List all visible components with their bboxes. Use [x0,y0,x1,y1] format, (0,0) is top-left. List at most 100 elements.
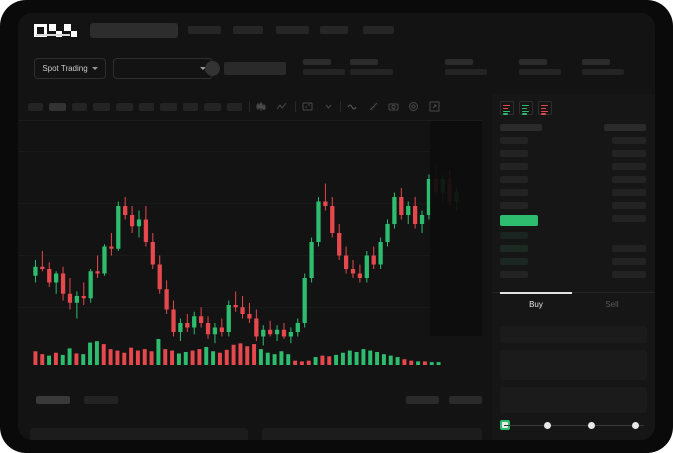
orderbook-size-row [612,245,646,252]
orderbook-panel: Buy Sell [492,94,655,440]
orders-action-2[interactable] [449,396,482,404]
line-chart-icon[interactable] [276,101,287,112]
price-chart[interactable] [18,121,482,391]
candlestick-chart-icon[interactable] [256,101,267,112]
orderbook-size-row [612,215,646,222]
orderbook-size-row [612,271,646,278]
orderbook-mode-asks-icon[interactable] [538,101,552,115]
orderbook-ask-row[interactable] [500,137,528,144]
indicators-icon[interactable] [302,101,313,112]
toolbar-divider-2 [295,101,296,112]
interval-chip-10[interactable] [227,103,242,111]
stepper-dot-1[interactable] [544,421,551,429]
tab-buy-label: Buy [529,300,543,309]
orders-tab-1[interactable] [36,396,70,404]
market-mode-label: Spot Trading [42,64,88,73]
orderbook-mode-both-icon[interactable] [500,101,514,115]
toolbar-divider-3 [340,101,341,112]
instrument-header: Spot Trading [18,47,655,94]
chart-gridline [18,255,482,256]
ruler-draw-icon[interactable] [368,101,379,112]
pair-coin-avatar [205,61,220,76]
orderbook-ask-row[interactable] [500,150,528,157]
chart-gridline [18,151,482,152]
interval-chip-7[interactable] [160,103,177,111]
orderbook-bid-row[interactable] [500,245,528,252]
orders-panel-right[interactable] [262,428,482,440]
orderbook-header-right [604,124,646,131]
ticker-stat-1 [303,59,345,75]
stepper-dot-2[interactable] [588,421,595,429]
orderbook-mode-bids-icon[interactable] [519,101,533,115]
ticker-stat-5 [582,59,624,75]
orderbook-bid-row[interactable] [500,258,528,265]
chart-gridline [18,307,482,308]
okx-logo[interactable] [34,24,80,37]
orderbook-size-row [612,258,646,265]
orders-panel-left[interactable] [30,428,248,440]
orders-tab-2[interactable] [84,396,118,404]
orders-tabbar [18,391,482,416]
orders-tab-active-underline [36,34,70,36]
orderbook-ask-row[interactable] [500,189,528,196]
order-field-total[interactable] [500,387,647,413]
volume-histogram [33,339,441,365]
chart-toolbar [18,94,482,121]
logo-x-glyph [64,24,77,37]
logo-k-glyph [49,24,62,37]
chevron-down-icon [200,67,206,70]
chart-right-overlay [430,121,482,336]
settings-target-icon[interactable] [408,101,419,112]
orderbook-ask-row[interactable] [500,176,528,183]
interval-chip-6[interactable] [139,103,154,111]
orderbook-ask-row[interactable] [500,163,528,170]
nav-item-2[interactable] [233,26,263,34]
wave-chart-icon[interactable] [347,101,358,112]
orderbook-size-row [612,202,646,209]
nav-item-4[interactable] [320,26,348,34]
pair-name-placeholder [224,62,286,75]
tab-sell[interactable]: Sell [576,300,648,309]
interval-chip-4[interactable] [93,103,110,111]
orderbook-size-row [612,189,646,196]
orderbook-spread-highlight[interactable] [500,215,538,226]
interval-chip-5[interactable] [116,103,133,111]
nav-item-5[interactable] [363,26,394,34]
candlestick-series [33,165,459,346]
trade-side-active-underline [500,292,572,294]
toolbar-divider-1 [249,101,250,112]
orderbook-bid-row[interactable] [500,232,528,239]
chevron-down-icon[interactable] [323,101,334,112]
chart-gridline [18,203,482,204]
interval-chip-8[interactable] [183,103,198,111]
logo-o-glyph [34,24,47,37]
ticker-stat-3 [445,59,487,75]
order-field-price[interactable] [500,326,647,343]
trading-pair-select[interactable] [113,58,213,79]
chevron-down-icon [91,67,98,70]
tab-buy[interactable]: Buy [500,300,572,309]
nav-item-3[interactable] [276,26,309,34]
interval-chip-3[interactable] [72,103,87,111]
orderbook-size-row [612,150,646,157]
trade-side-tabs [492,292,655,320]
ticker-stat-4 [519,59,561,75]
stepper-track [504,424,644,426]
orderbook-size-row [612,163,646,170]
order-field-amount[interactable] [500,350,647,380]
orderbook-size-row [612,176,646,183]
interval-chip-2[interactable] [49,103,66,111]
orderbook-header-left [500,124,542,131]
camera-snapshot-icon[interactable] [388,101,399,112]
market-mode-selector[interactable]: Spot Trading [34,58,106,79]
fullscreen-icon[interactable] [429,101,440,112]
orderbook-bid-row[interactable] [500,271,528,278]
stepper-dot-3[interactable] [632,421,639,429]
nav-item-1[interactable] [188,26,221,34]
search-input[interactable] [90,23,178,38]
orders-action-1[interactable] [406,396,439,404]
orderbook-ask-row[interactable] [500,202,528,209]
interval-chip-1[interactable] [28,103,43,111]
amount-percent-stepper[interactable] [500,420,647,430]
interval-chip-9[interactable] [204,103,221,111]
